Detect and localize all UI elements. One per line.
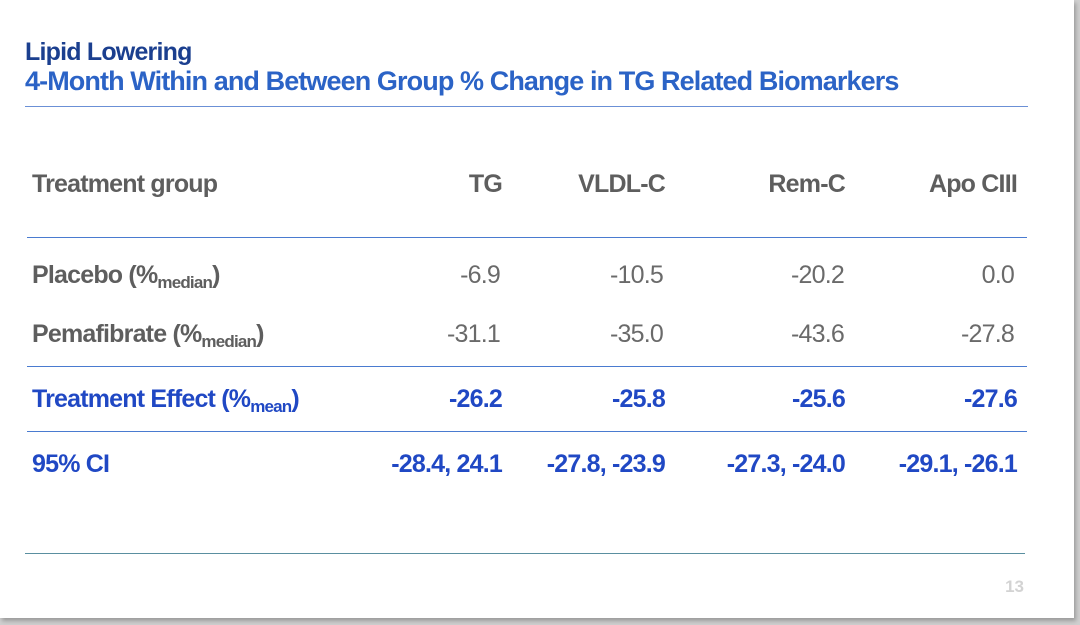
- cell-pemafibrate-rem-c: -43.6: [791, 320, 845, 348]
- cell-placebo-rem-c: -20.2: [791, 261, 845, 289]
- column-header-rem-c: Rem-C: [768, 170, 845, 198]
- cell-ci-rem-c: -27.3, -24.0: [726, 450, 846, 478]
- column-header-treatment-group: Treatment group: [32, 170, 218, 198]
- row-divider: [27, 366, 1027, 367]
- cell-pemafibrate-tg: -31.1: [447, 320, 501, 348]
- cell-ci-tg: -28.4, 24.1: [391, 450, 503, 478]
- slide-title: 4-Month Within and Between Group % Chang…: [25, 66, 899, 96]
- cell-ci-apo-ciii: -29.1, -26.1: [898, 450, 1018, 478]
- cell-placebo-apo-ciii: 0.0: [981, 261, 1015, 289]
- title-divider: [25, 106, 1028, 107]
- row-label-treatment-effect: Treatment Effect (%mean): [32, 385, 300, 416]
- cell-effect-rem-c: -25.6: [792, 385, 846, 413]
- cell-pemafibrate-vldl-c: -35.0: [610, 320, 664, 348]
- cell-pemafibrate-apo-ciii: -27.8: [961, 320, 1015, 348]
- row-divider: [27, 431, 1027, 432]
- page-number: 13: [1005, 577, 1024, 596]
- cell-ci-vldl-c: -27.8, -23.9: [546, 450, 666, 478]
- column-header-tg: TG: [468, 170, 503, 198]
- slide-supertitle: Lipid Lowering: [25, 38, 192, 66]
- cell-effect-apo-ciii: -27.6: [964, 385, 1018, 413]
- row-label-95-ci: 95% CI: [32, 450, 110, 478]
- header-divider: [27, 237, 1027, 238]
- cell-effect-tg: -26.2: [449, 385, 503, 413]
- cell-placebo-tg: -6.9: [460, 261, 501, 289]
- row-label-pemafibrate: Pemafibrate (%median): [32, 320, 264, 351]
- column-header-apo-ciii: Apo CIII: [928, 170, 1018, 198]
- cell-placebo-vldl-c: -10.5: [610, 261, 664, 289]
- footer-divider: [25, 553, 1025, 554]
- cell-effect-vldl-c: -25.8: [612, 385, 666, 413]
- row-label-placebo: Placebo (%median): [32, 261, 220, 292]
- column-header-vldl-c: VLDL-C: [578, 170, 666, 198]
